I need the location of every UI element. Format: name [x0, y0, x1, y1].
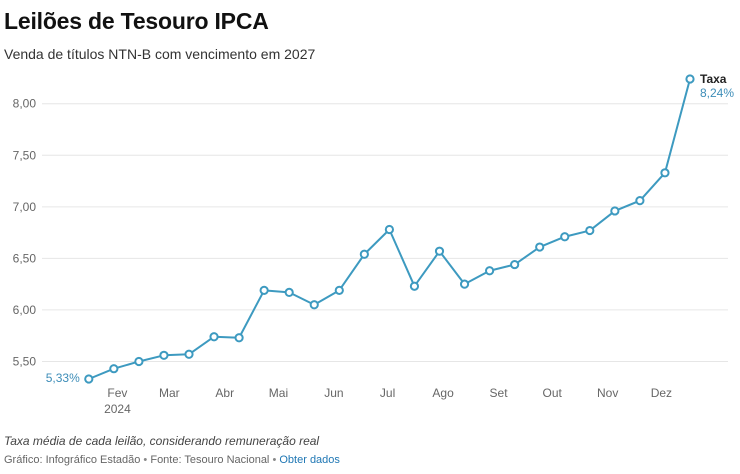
first-value-label: 5,33%: [46, 371, 80, 385]
data-point: [535, 242, 545, 252]
y-tick-label: 6,00: [13, 303, 37, 317]
credit-separator: •: [272, 454, 277, 466]
data-point: [510, 259, 520, 270]
data-point: [484, 266, 495, 276]
data-point: [234, 333, 244, 343]
data-point: [685, 74, 695, 84]
x-tick-label: Mar: [159, 386, 180, 400]
x-tick-label: Abr: [215, 386, 234, 400]
credit-text: Gráfico: Infográfico Estadão: [4, 454, 141, 466]
series-name-label: Taxa: [700, 72, 727, 86]
x-tick-label: Jun: [324, 386, 343, 400]
data-point: [134, 356, 144, 367]
data-point: [409, 281, 420, 291]
chart-subtitle: Venda de títulos NTN-B com vencimento em…: [4, 46, 316, 62]
data-point: [259, 285, 269, 295]
x-tick-label: Mai: [269, 386, 288, 400]
data-point: [560, 232, 570, 242]
y-tick-label: 7,50: [13, 148, 37, 162]
x-tick-label: Nov: [597, 386, 618, 400]
data-point: [159, 350, 169, 360]
chart-note: Taxa média de cada leilão, considerando …: [4, 434, 320, 448]
data-point: [585, 225, 595, 236]
data-point: [459, 279, 470, 289]
y-tick-label: 5,50: [13, 354, 37, 368]
x-tick-label: Jul: [380, 386, 395, 400]
data-point: [84, 374, 94, 384]
data-point: [359, 249, 369, 259]
y-tick-label: 6,50: [13, 251, 37, 265]
x-tick-label: Set: [490, 386, 509, 400]
data-point: [610, 206, 620, 216]
y-tick-label: 8,00: [13, 97, 37, 111]
data-point: [334, 285, 344, 295]
x-tick-label: Dez: [651, 386, 672, 400]
chart-title: Leilões de Tesouro IPCA: [4, 8, 269, 34]
x-tick-sublabel: 2024: [104, 402, 131, 416]
data-point: [284, 287, 294, 298]
data-point: [209, 332, 219, 342]
x-tick-label: Ago: [432, 386, 454, 400]
x-tick-label: Fev: [107, 386, 127, 400]
last-value-label: 8,24%: [700, 86, 734, 100]
data-point: [184, 349, 194, 359]
data-point: [109, 364, 119, 374]
credit-separator: •: [143, 454, 148, 466]
x-tick-label: Out: [543, 386, 563, 400]
data-point: [660, 168, 670, 178]
get-data-link[interactable]: Obter dados: [279, 454, 340, 466]
data-point: [635, 196, 645, 206]
chart-credits: Gráfico: Infográfico Estadão • Fonte: Te…: [4, 454, 340, 466]
source-text: Fonte: Tesouro Nacional: [150, 454, 270, 466]
data-point: [309, 300, 319, 310]
data-point: [384, 224, 394, 235]
data-point: [434, 246, 445, 256]
y-tick-label: 7,00: [13, 200, 37, 214]
